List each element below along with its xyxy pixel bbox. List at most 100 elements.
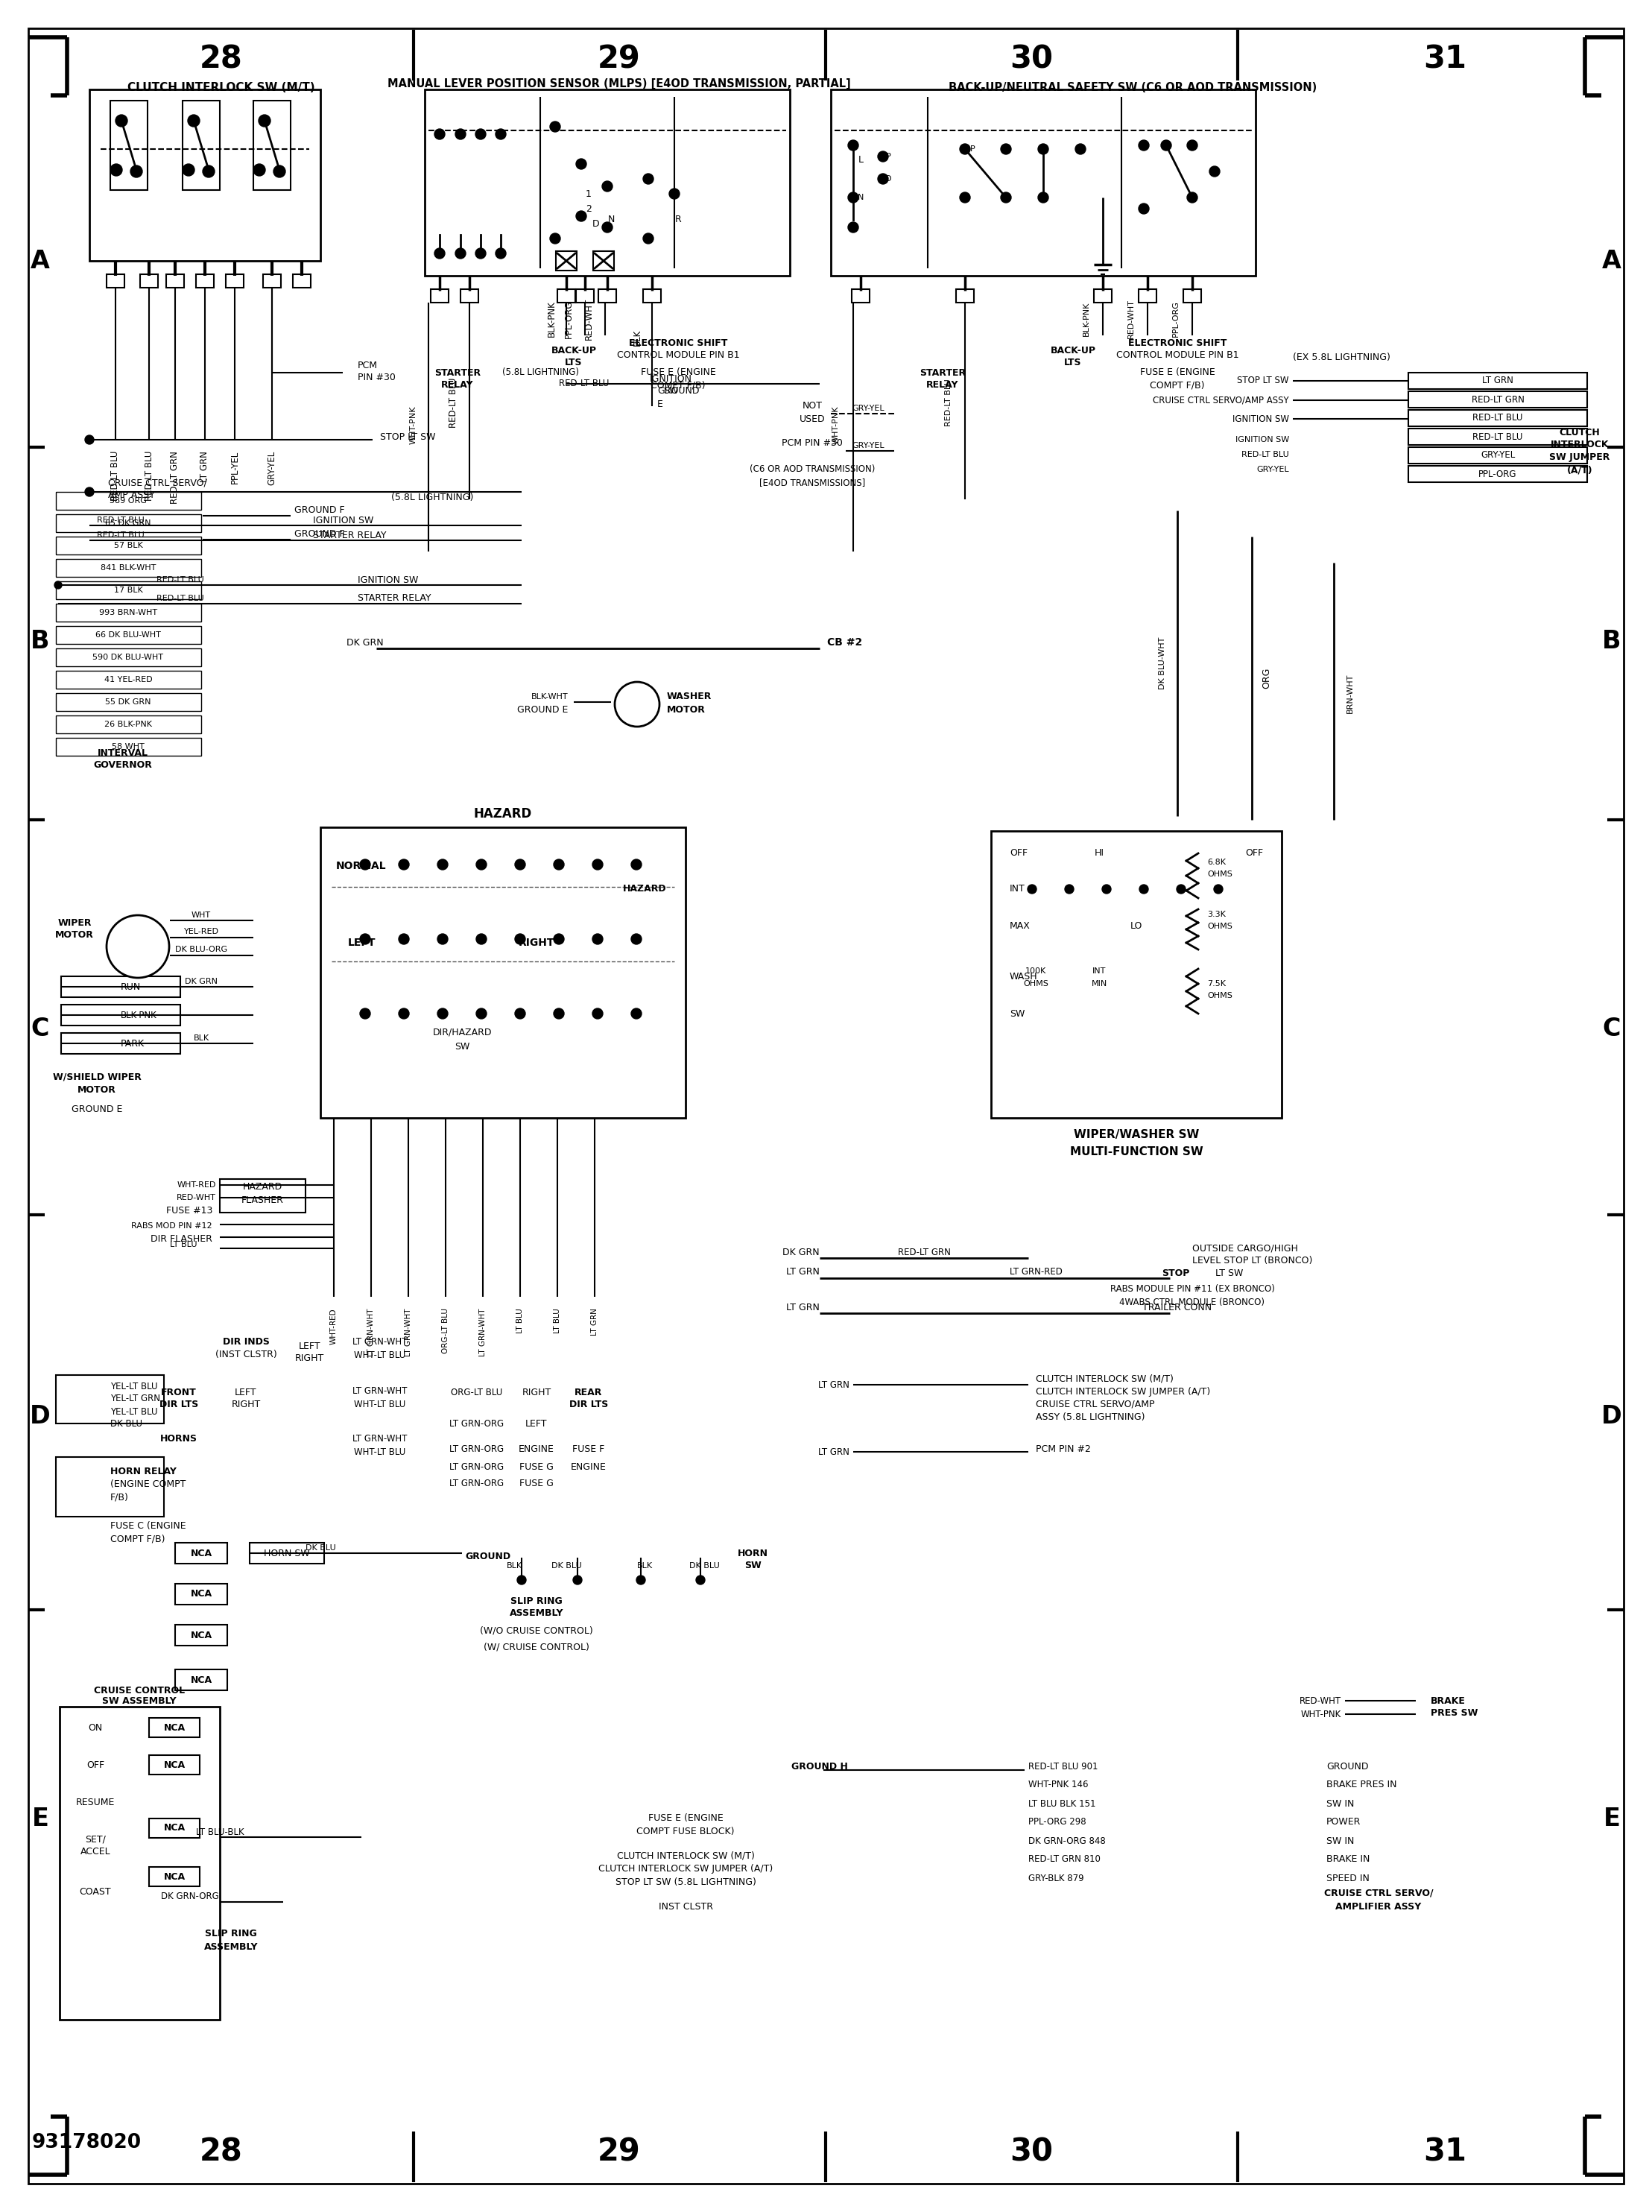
Circle shape — [1176, 885, 1186, 894]
Bar — [852, 290, 869, 303]
Text: DIR LTS: DIR LTS — [159, 1400, 198, 1409]
Text: OHMS: OHMS — [1208, 872, 1232, 878]
Text: RABS MODULE PIN #11 (EX BRONCO): RABS MODULE PIN #11 (EX BRONCO) — [1110, 1285, 1275, 1294]
Text: CLUTCH INTERLOCK SW (M/T): CLUTCH INTERLOCK SW (M/T) — [1036, 1374, 1173, 1385]
Circle shape — [1001, 192, 1011, 204]
Text: RED-LT BLU: RED-LT BLU — [157, 575, 203, 584]
Bar — [149, 1818, 200, 1838]
Text: 3.3K: 3.3K — [1208, 911, 1226, 918]
Text: NCA: NCA — [190, 1588, 211, 1599]
Text: LT GRN-ORG: LT GRN-ORG — [449, 1444, 504, 1455]
Text: RED-LT GRN: RED-LT GRN — [897, 1248, 950, 1256]
Text: HAZARD: HAZARD — [474, 807, 532, 821]
Circle shape — [131, 166, 142, 177]
Circle shape — [515, 933, 525, 945]
Text: LT GRN-ORG: LT GRN-ORG — [449, 1462, 504, 1471]
Text: WHT-RED: WHT-RED — [330, 1307, 337, 1345]
Text: NCA: NCA — [190, 1630, 211, 1639]
Circle shape — [253, 164, 266, 177]
Text: 58 WHT: 58 WHT — [112, 743, 144, 750]
Text: P: P — [885, 153, 890, 159]
Text: WHT-LT BLU: WHT-LT BLU — [354, 1400, 406, 1409]
Text: INTERVAL: INTERVAL — [97, 748, 149, 757]
Text: RED-WHT: RED-WHT — [1300, 1697, 1341, 1705]
Text: MULTI-FUNCTION SW: MULTI-FUNCTION SW — [1070, 1146, 1203, 1157]
Bar — [292, 274, 311, 288]
Circle shape — [476, 858, 487, 869]
Bar — [167, 274, 183, 288]
Text: 30: 30 — [1009, 44, 1052, 75]
Bar — [56, 560, 202, 577]
Bar — [56, 714, 202, 734]
Text: BACK-UP/NEUTRAL SAFETY SW (C6 OR AOD TRANSMISSION): BACK-UP/NEUTRAL SAFETY SW (C6 OR AOD TRA… — [948, 82, 1317, 93]
Circle shape — [847, 139, 859, 150]
Text: RESUME: RESUME — [76, 1796, 116, 1807]
Circle shape — [960, 144, 970, 155]
Circle shape — [1138, 204, 1150, 215]
Text: GROUND H: GROUND H — [791, 1761, 847, 1772]
Bar — [577, 290, 593, 303]
Circle shape — [631, 1009, 641, 1020]
Circle shape — [398, 1009, 410, 1020]
Text: BRAKE PRES IN: BRAKE PRES IN — [1327, 1781, 1398, 1790]
Text: GROUND F: GROUND F — [294, 507, 345, 515]
Text: RIGHT: RIGHT — [522, 1387, 552, 1398]
Text: 65 DK GRN: 65 DK GRN — [106, 520, 150, 526]
Text: YEL-LT BLU: YEL-LT BLU — [111, 1380, 157, 1391]
Text: CLUTCH INTERLOCK SW (M/T): CLUTCH INTERLOCK SW (M/T) — [127, 82, 316, 93]
Bar — [56, 692, 202, 710]
Circle shape — [631, 933, 641, 945]
Text: F/B): F/B) — [111, 1493, 129, 1502]
Text: BLK: BLK — [193, 1035, 210, 1042]
Bar — [461, 290, 479, 303]
Text: COMPT FUSE BLOCK): COMPT FUSE BLOCK) — [636, 1827, 735, 1836]
Text: R: R — [674, 215, 681, 226]
Text: 17 BLK: 17 BLK — [114, 586, 142, 595]
Circle shape — [259, 115, 271, 126]
Circle shape — [847, 221, 859, 232]
Text: SW: SW — [743, 1562, 762, 1571]
Text: PCM: PCM — [358, 361, 378, 369]
Bar — [149, 1867, 200, 1887]
Bar — [263, 274, 281, 288]
Circle shape — [476, 128, 486, 139]
Text: RABS MOD PIN #12: RABS MOD PIN #12 — [132, 1223, 213, 1230]
Text: HORN: HORN — [737, 1548, 768, 1559]
Text: N: N — [857, 195, 864, 201]
Text: RED-LT BLU: RED-LT BLU — [97, 531, 144, 540]
Text: BACK-UP: BACK-UP — [1051, 345, 1095, 356]
Bar — [643, 290, 661, 303]
Circle shape — [615, 681, 659, 728]
Circle shape — [550, 232, 560, 243]
Text: PPL-ORG 298: PPL-ORG 298 — [1028, 1818, 1085, 1827]
Text: OHMS: OHMS — [1208, 991, 1232, 1000]
Text: RED-LT BLU: RED-LT BLU — [1472, 431, 1523, 442]
Text: LT GRN: LT GRN — [1482, 376, 1513, 385]
Text: RIGHT: RIGHT — [231, 1400, 261, 1409]
Text: WHT-LT BLU: WHT-LT BLU — [354, 1447, 406, 1458]
Bar — [56, 626, 202, 644]
Text: IGNITION SW: IGNITION SW — [1236, 436, 1289, 442]
Text: (A/T): (A/T) — [1566, 465, 1593, 476]
Text: YEL-RED: YEL-RED — [183, 927, 218, 936]
Text: GRY-YEL: GRY-YEL — [1257, 467, 1289, 473]
Text: COMPT F/B): COMPT F/B) — [651, 380, 705, 389]
Bar — [149, 1719, 200, 1736]
Bar — [991, 832, 1282, 1117]
Text: RED-LT GRN: RED-LT GRN — [1472, 394, 1525, 405]
Text: 993 BRN-WHT: 993 BRN-WHT — [99, 608, 157, 617]
Text: E: E — [657, 398, 662, 409]
Text: W/SHIELD WIPER: W/SHIELD WIPER — [53, 1073, 140, 1082]
Text: GRY-YEL: GRY-YEL — [1480, 451, 1515, 460]
Circle shape — [1214, 885, 1222, 894]
Circle shape — [553, 1009, 563, 1020]
Text: COMPT F/B): COMPT F/B) — [1150, 380, 1204, 389]
Text: ORG-LT BLU: ORG-LT BLU — [451, 1387, 502, 1398]
Circle shape — [553, 933, 563, 945]
Bar — [557, 290, 575, 303]
Text: STOP LT SW (5.8L LIGHTNING): STOP LT SW (5.8L LIGHTNING) — [615, 1878, 757, 1887]
Text: GROUND E: GROUND E — [71, 1104, 122, 1115]
Text: RED-WHT: RED-WHT — [583, 299, 593, 341]
Text: SW IN: SW IN — [1327, 1798, 1355, 1809]
Bar — [140, 274, 159, 288]
